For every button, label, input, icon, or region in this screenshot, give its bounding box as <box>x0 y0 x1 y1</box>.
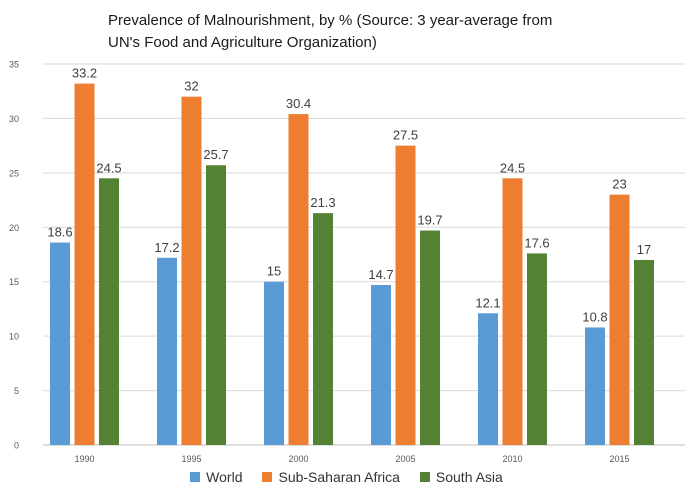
data-label: 12.1 <box>475 295 500 310</box>
bar <box>288 114 309 446</box>
bar <box>420 230 440 445</box>
y-tick-label: 35 <box>9 60 19 70</box>
data-label: 24.5 <box>500 160 525 175</box>
x-tick-label: 1990 <box>74 454 94 464</box>
x-tick-label: 2000 <box>288 454 308 464</box>
x-tick-label: 1995 <box>181 454 201 464</box>
legend-swatch <box>419 472 430 482</box>
data-label: 30.4 <box>286 96 311 111</box>
y-tick-label: 30 <box>9 114 19 124</box>
bar <box>157 257 177 445</box>
data-label: 21.3 <box>310 195 335 210</box>
x-tick-label: 2015 <box>609 454 629 464</box>
chart-title: Prevalence of Malnourishment, by % (Sour… <box>108 12 553 51</box>
data-label: 27.5 <box>393 128 418 143</box>
data-label: 19.7 <box>417 213 442 228</box>
y-tick-label: 25 <box>9 168 19 178</box>
bar <box>609 194 630 445</box>
legend-item: World <box>190 469 242 485</box>
data-label: 33.2 <box>72 66 97 81</box>
data-label: 17.2 <box>154 240 179 255</box>
chart-legend: World Sub-Saharan Africa South Asia <box>0 469 693 485</box>
legend-label: South Asia <box>435 469 503 485</box>
legend-label: World <box>206 469 243 485</box>
data-label: 25.7 <box>203 147 228 162</box>
legend-swatch <box>190 472 201 482</box>
y-tick-label: 5 <box>14 386 19 396</box>
bar <box>395 145 416 445</box>
bar <box>264 281 284 445</box>
bar <box>371 284 391 445</box>
y-tick-label: 20 <box>9 223 19 233</box>
x-tick-label: 2010 <box>502 454 522 464</box>
legend-swatch <box>262 472 273 482</box>
data-label: 24.5 <box>96 160 121 175</box>
bar <box>50 242 70 445</box>
data-label: 32 <box>184 79 198 94</box>
y-tick-label: 0 <box>14 441 19 451</box>
data-label: 15 <box>267 264 281 279</box>
y-tick-label: 10 <box>9 332 19 342</box>
legend-item: South Asia <box>419 469 503 485</box>
bar <box>99 178 119 446</box>
bar <box>206 165 226 446</box>
bar <box>634 259 654 445</box>
legend-label: Sub-Saharan Africa <box>278 469 400 485</box>
data-label: 23 <box>612 177 626 192</box>
data-label: 17 <box>637 242 651 257</box>
bar <box>181 96 202 446</box>
data-label: 17.6 <box>524 235 549 250</box>
data-label: 18.6 <box>47 225 72 240</box>
x-tick-label: 2005 <box>395 454 415 464</box>
bar <box>502 178 523 446</box>
data-label: 14.7 <box>368 267 393 282</box>
bar <box>74 83 95 445</box>
bar <box>313 213 333 445</box>
data-label: 10.8 <box>582 309 607 324</box>
bar <box>527 253 547 445</box>
legend-item: Sub-Saharan Africa <box>262 469 400 485</box>
bar <box>478 313 498 445</box>
bar <box>585 327 605 445</box>
y-tick-label: 15 <box>9 277 19 287</box>
